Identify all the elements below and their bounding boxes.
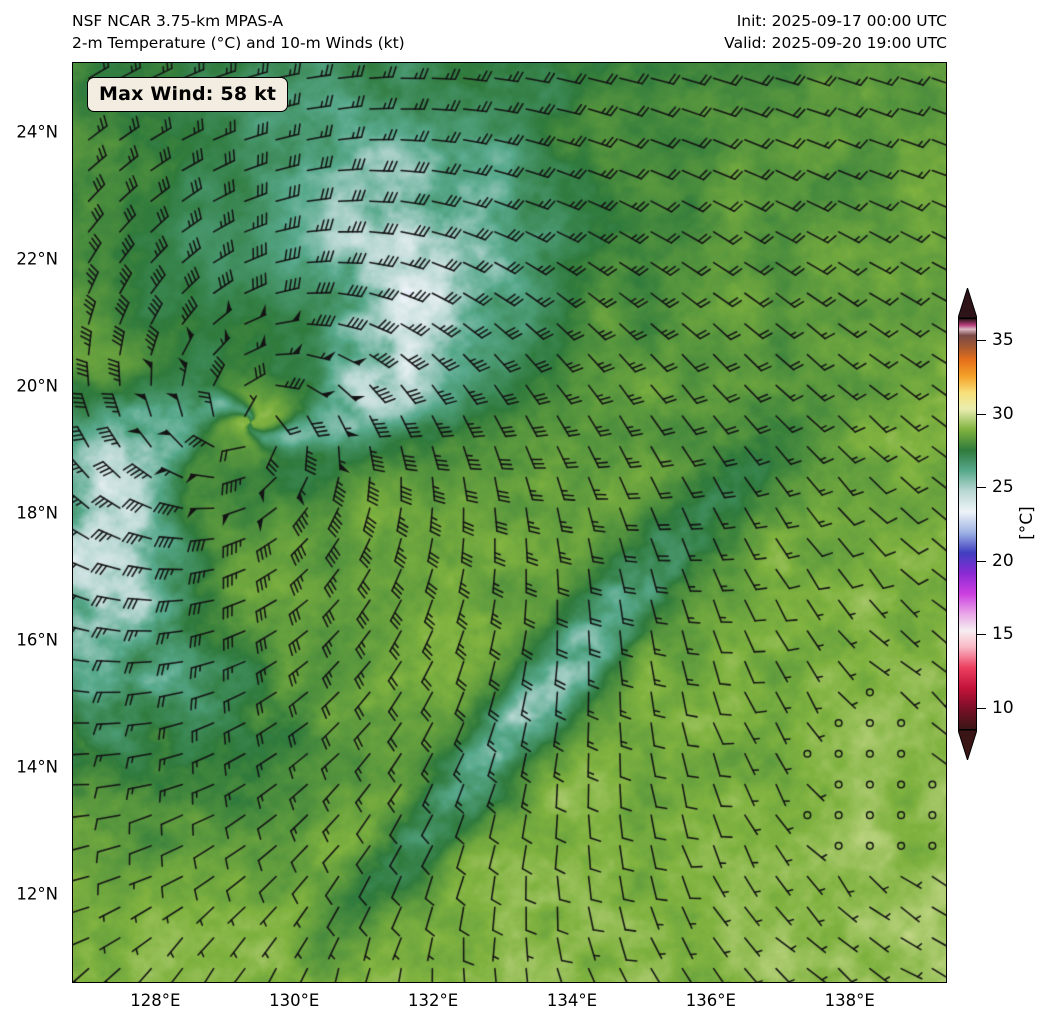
header-time-info: Init: 2025-09-17 00:00 UTC Valid: 2025-0… (724, 10, 947, 54)
colorbar-tick-mark (977, 487, 986, 489)
y-tick-label: 16°N (16, 630, 58, 650)
colorbar-unit-label: [°C] (1016, 506, 1037, 540)
model-name: NSF NCAR 3.75-km MPAS-A (72, 12, 284, 30)
colorbar-gradient (958, 318, 977, 730)
colorbar-tick-label: 30 (992, 403, 1014, 424)
colorbar-tick-label: 35 (992, 330, 1014, 351)
x-tick-label: 130°E (269, 991, 320, 1010)
x-tick-label: 132°E (408, 991, 459, 1010)
colorbar-tick-label: 15 (992, 624, 1014, 645)
colorbar-tick-label: 25 (992, 477, 1014, 498)
x-tick-label: 136°E (685, 991, 736, 1010)
y-tick-label: 14°N (16, 757, 58, 777)
x-tick-label: 134°E (546, 991, 598, 1010)
colorbar-tick-label: 10 (992, 697, 1014, 718)
valid-time: Valid: 2025-09-20 19:00 UTC (724, 34, 947, 52)
colorbar-tick-mark (977, 707, 986, 709)
y-tick-label: 18°N (16, 503, 58, 523)
colorbar-ticks: 10 15 20 25 30 35 (977, 288, 1053, 758)
x-axis-longitude: 128°E 130°E 132°E 134°E 136°E 138°E (72, 985, 947, 1025)
colorbar-tick-label: 20 (992, 550, 1014, 571)
colorbar-extend-top-icon (958, 288, 977, 318)
y-tick-label: 20°N (16, 376, 58, 396)
field-description: 2-m Temperature (°C) and 10-m Winds (kt) (72, 34, 405, 52)
colorbar-tick-mark (977, 560, 986, 562)
colorbar-extend-bottom-icon (958, 730, 977, 760)
init-time: Init: 2025-09-17 00:00 UTC (736, 12, 947, 30)
map-plot-area[interactable]: Max Wind: 58 kt (72, 62, 947, 983)
x-tick-label: 128°E (130, 991, 181, 1010)
colorbar-tick-mark (977, 340, 986, 342)
wind-barb-layer (73, 63, 946, 982)
colorbar-tick-mark (977, 413, 986, 415)
y-tick-label: 12°N (16, 884, 58, 904)
y-tick-label: 22°N (16, 249, 58, 269)
y-tick-label: 24°N (16, 122, 58, 142)
x-tick-label: 138°E (824, 991, 875, 1010)
header-model-info: NSF NCAR 3.75-km MPAS-A 2-m Temperature … (72, 10, 405, 54)
colorbar[interactable]: 10 15 20 25 30 35 [°C] (958, 288, 1053, 760)
max-wind-annotation: Max Wind: 58 kt (87, 77, 289, 112)
y-axis-latitude: 12°N 14°N 16°N 18°N 20°N 22°N 24°N (0, 62, 66, 983)
colorbar-tick-mark (977, 634, 986, 636)
